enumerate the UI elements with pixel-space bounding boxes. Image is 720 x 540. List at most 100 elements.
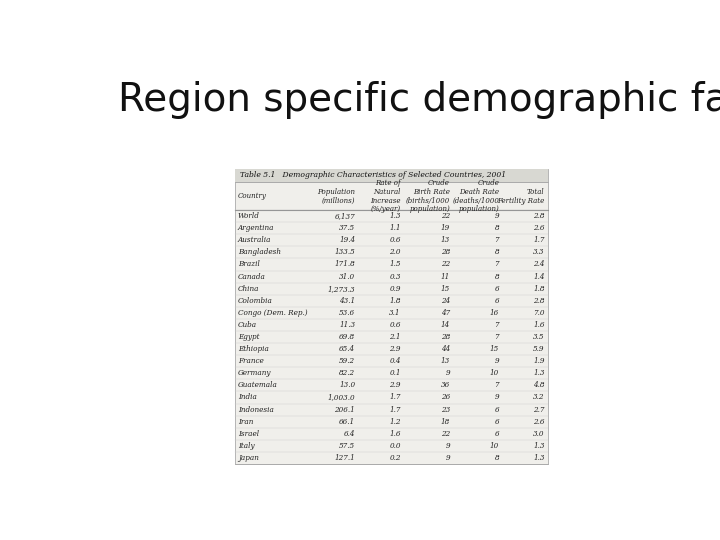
Text: Congo (Dem. Rep.): Congo (Dem. Rep.)	[238, 309, 307, 317]
Text: 9: 9	[495, 212, 499, 220]
Text: 15: 15	[441, 285, 450, 293]
Text: 1,273.3: 1,273.3	[328, 285, 355, 293]
Text: 0.4: 0.4	[390, 357, 401, 365]
Text: 18: 18	[441, 417, 450, 426]
Text: 53.6: 53.6	[339, 309, 355, 317]
Text: Region specific demographic factors: Region specific demographic factors	[118, 82, 720, 119]
Text: 0.9: 0.9	[390, 285, 401, 293]
Text: China: China	[238, 285, 259, 293]
Text: 1.3: 1.3	[534, 442, 545, 450]
Text: Italy: Italy	[238, 442, 254, 450]
Text: Iran: Iran	[238, 417, 253, 426]
Text: Egypt: Egypt	[238, 333, 259, 341]
Text: 133.5: 133.5	[334, 248, 355, 256]
Text: Canada: Canada	[238, 273, 266, 281]
Text: 15: 15	[490, 345, 499, 353]
Text: 0.6: 0.6	[390, 237, 401, 244]
Text: 3.5: 3.5	[534, 333, 545, 341]
Text: 2.4: 2.4	[534, 260, 545, 268]
Text: 7: 7	[495, 321, 499, 329]
Text: 66.1: 66.1	[339, 417, 355, 426]
Text: Indonesia: Indonesia	[238, 406, 274, 414]
Text: 1.3: 1.3	[390, 212, 401, 220]
Text: 24: 24	[441, 297, 450, 305]
Text: 2.1: 2.1	[390, 333, 401, 341]
Text: 2.8: 2.8	[534, 212, 545, 220]
Text: 22: 22	[441, 260, 450, 268]
Text: 1.3: 1.3	[534, 369, 545, 377]
Text: 7: 7	[495, 333, 499, 341]
Text: 13: 13	[441, 237, 450, 244]
Text: 2.6: 2.6	[534, 224, 545, 232]
Text: 1.7: 1.7	[390, 406, 401, 414]
Text: 16: 16	[490, 309, 499, 317]
Text: Colombia: Colombia	[238, 297, 273, 305]
Text: 37.5: 37.5	[339, 224, 355, 232]
Text: Guatemala: Guatemala	[238, 381, 278, 389]
Text: 1.3: 1.3	[534, 454, 545, 462]
Text: 82.2: 82.2	[339, 369, 355, 377]
Text: 13.0: 13.0	[339, 381, 355, 389]
Text: 11: 11	[441, 273, 450, 281]
Text: 1.2: 1.2	[390, 417, 401, 426]
Text: 3.0: 3.0	[534, 430, 545, 438]
Text: 28: 28	[441, 248, 450, 256]
Text: 28: 28	[441, 333, 450, 341]
Text: 0.0: 0.0	[390, 442, 401, 450]
Text: 127.1: 127.1	[334, 454, 355, 462]
Text: Rate of
Natural
Increase
(%/year): Rate of Natural Increase (%/year)	[370, 179, 401, 213]
Text: Population
(millions): Population (millions)	[318, 187, 355, 205]
Text: 31.0: 31.0	[339, 273, 355, 281]
Text: 26: 26	[441, 394, 450, 401]
Text: 1.8: 1.8	[390, 297, 401, 305]
Text: 22: 22	[441, 430, 450, 438]
Text: 3.1: 3.1	[390, 309, 401, 317]
Text: 0.6: 0.6	[390, 321, 401, 329]
Text: 1.1: 1.1	[390, 224, 401, 232]
Text: India: India	[238, 394, 257, 401]
Text: 1.9: 1.9	[534, 357, 545, 365]
Text: 13: 13	[441, 357, 450, 365]
Text: Germany: Germany	[238, 369, 271, 377]
Text: 3.3: 3.3	[534, 248, 545, 256]
Text: 1.7: 1.7	[390, 394, 401, 401]
Text: 2.9: 2.9	[390, 381, 401, 389]
Text: 9: 9	[495, 357, 499, 365]
Text: Ethiopia: Ethiopia	[238, 345, 269, 353]
Text: Israel: Israel	[238, 430, 259, 438]
Text: 1.8: 1.8	[534, 285, 545, 293]
Text: 9: 9	[446, 442, 450, 450]
Text: 171.8: 171.8	[334, 260, 355, 268]
Text: 6: 6	[495, 297, 499, 305]
Text: 6: 6	[495, 417, 499, 426]
Text: 10: 10	[490, 442, 499, 450]
Text: 1.4: 1.4	[534, 273, 545, 281]
Text: 19: 19	[441, 224, 450, 232]
Text: World: World	[238, 212, 260, 220]
Text: 9: 9	[495, 394, 499, 401]
Text: 7: 7	[495, 381, 499, 389]
Text: 0.1: 0.1	[390, 369, 401, 377]
Text: 1,003.0: 1,003.0	[328, 394, 355, 401]
Text: 9: 9	[446, 454, 450, 462]
Text: 8: 8	[495, 273, 499, 281]
Text: Bangladesh: Bangladesh	[238, 248, 281, 256]
Text: 0.3: 0.3	[390, 273, 401, 281]
Text: 3.2: 3.2	[534, 394, 545, 401]
Text: Australia: Australia	[238, 237, 271, 244]
Text: 206.1: 206.1	[334, 406, 355, 414]
Text: 47: 47	[441, 309, 450, 317]
Text: 43.1: 43.1	[339, 297, 355, 305]
Text: 6,137: 6,137	[334, 212, 355, 220]
Text: Crude
Birth Rate
(births/1000
population): Crude Birth Rate (births/1000 population…	[406, 179, 450, 213]
Text: 7.0: 7.0	[534, 309, 545, 317]
Text: 36: 36	[441, 381, 450, 389]
Text: 2.0: 2.0	[390, 248, 401, 256]
Text: 14: 14	[441, 321, 450, 329]
Text: 23: 23	[441, 406, 450, 414]
Text: Country: Country	[238, 192, 266, 200]
Text: 5.9: 5.9	[534, 345, 545, 353]
Text: 8: 8	[495, 248, 499, 256]
Text: 10: 10	[490, 369, 499, 377]
Text: 8: 8	[495, 224, 499, 232]
